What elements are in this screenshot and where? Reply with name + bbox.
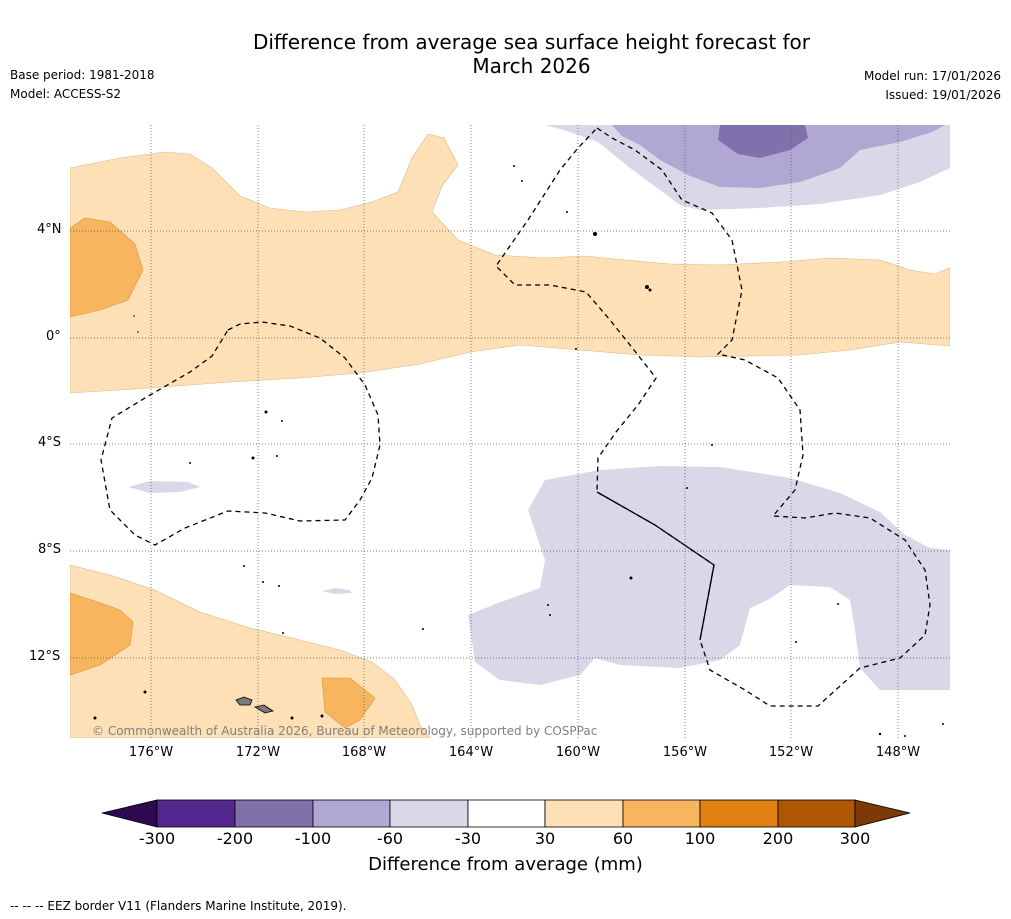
colorbar-segment-4 [389,799,469,828]
shading-north-30-60 [70,133,950,394]
meta-right: Model run: 17/01/2026 Issued: 19/01/2026 [864,67,1001,105]
lon-label-148w: 148°W [875,745,921,760]
model-text: Model: ACCESS-S2 [10,87,122,101]
colorbar-title: Difference from average (mm) [368,854,643,875]
eez-legend-footer: -- -- -- EEZ border V11 (Flanders Marine… [10,899,347,913]
shading-north-neg-100-200 [718,125,808,158]
shading-south-60-100-west [70,592,134,676]
eez-solid-boundary [596,491,715,641]
colorbar [101,799,911,828]
lon-label-176w: 176°W [128,745,174,760]
island-samoa-1 [235,696,253,706]
lat-label-8s: 8°S [38,542,62,557]
model-run-text: Model run: 17/01/2026 [863,69,1001,83]
eez-border-line-islands [495,127,931,707]
shading-north-60-100 [70,217,144,318]
lat-label-12s: 12°S [29,649,61,664]
colorbar-tick: -60 [376,829,404,848]
lat-label-0: 0° [46,329,61,344]
title-line-2: March 2026 [472,54,591,78]
colorbar-segment-2 [234,799,314,828]
lon-label-156w: 156°W [662,745,708,760]
lon-label-168w: 168°W [341,745,387,760]
islands [93,165,944,737]
lat-label-4s: 4°S [38,435,62,450]
title-line-1: Difference from average sea surface heig… [252,30,811,54]
shading-south-30-60 [70,564,431,738]
colorbar-tick: -30 [454,829,482,848]
lon-label-164w: 164°W [448,745,494,760]
base-period-text: Base period: 1981-2018 [10,68,155,82]
shading-south-60-100-east [321,677,376,729]
lat-label-4n: 4°N [37,222,62,237]
colorbar-tick: 200 [762,829,794,848]
colorbar-segment-1 [156,799,236,828]
colorbar-tick: 30 [534,829,556,848]
shading-small-neg-patch [128,481,200,493]
shading-south-neg-30-60 [468,466,950,690]
colorbar-segment-7 [622,799,701,828]
colorbar-tick: -100 [294,829,332,848]
shading-tiny-neg-patch [322,588,352,594]
lon-label-152w: 152°W [768,745,814,760]
colorbar-segment-8 [699,799,779,828]
lon-label-172w: 172°W [235,745,281,760]
colorbar-segment-9 [777,799,856,828]
map-title: Difference from average sea surface heig… [0,30,1011,78]
meta-left: Base period: 1981-2018 Model: ACCESS-S2 [10,66,155,104]
colorbar-segment-3 [312,799,391,828]
colorbar-tick: 100 [684,829,716,848]
graticule [70,125,950,738]
colorbar-tick: 60 [612,829,634,848]
colorbar-high-extension [854,799,911,828]
colorbar-segment-5 [467,799,546,828]
colorbar-segment-6 [544,799,624,828]
eez-borders [100,127,931,707]
shading-north-neg-60-100 [612,125,945,188]
colorbar-tick: 300 [839,829,871,848]
colorbar-tick: -200 [216,829,254,848]
lon-label-160w: 160°W [555,745,601,760]
colorbar-tick: -300 [138,829,176,848]
island-samoa-2 [253,704,274,714]
colorbar-low-extension [101,799,158,828]
issued-text: Issued: 19/01/2026 [885,88,1001,102]
eez-border-kiribati-phoenix [100,321,381,546]
copyright-text: © Commonwealth of Australia 2026, Bureau… [92,724,598,738]
